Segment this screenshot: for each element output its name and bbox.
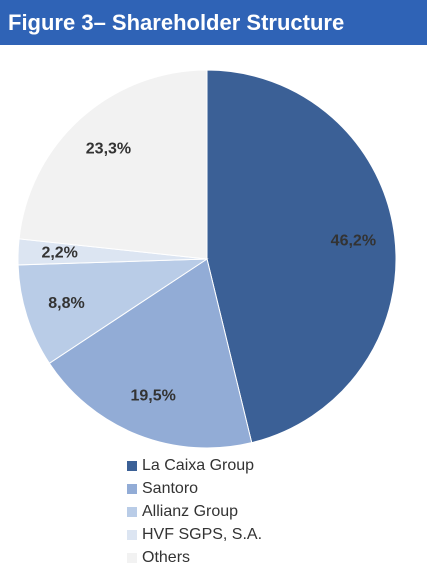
legend-label: HVF SGPS, S.A. bbox=[142, 526, 262, 543]
legend-label: La Caixa Group bbox=[142, 457, 254, 474]
chart-title: Figure 3– Shareholder Structure bbox=[0, 0, 427, 45]
pie-slice bbox=[18, 69, 208, 260]
pie-slice bbox=[48, 258, 253, 449]
data-label: 46,2% bbox=[331, 233, 376, 250]
pie-slice bbox=[206, 69, 397, 444]
data-label: 23,3% bbox=[86, 141, 131, 158]
pie-slice bbox=[17, 258, 209, 364]
legend-swatch bbox=[127, 553, 137, 563]
legend-swatch bbox=[127, 507, 137, 517]
legend-label: Others bbox=[142, 549, 190, 564]
data-label: 2,2% bbox=[41, 245, 77, 262]
data-label: 8,8% bbox=[48, 295, 84, 312]
legend-label: Allianz Group bbox=[142, 503, 238, 520]
legend-swatch bbox=[127, 530, 137, 540]
legend-swatch bbox=[127, 484, 137, 494]
legend-label: Santoro bbox=[142, 480, 198, 497]
legend-swatch bbox=[127, 461, 137, 471]
data-label: 19,5% bbox=[130, 387, 175, 404]
